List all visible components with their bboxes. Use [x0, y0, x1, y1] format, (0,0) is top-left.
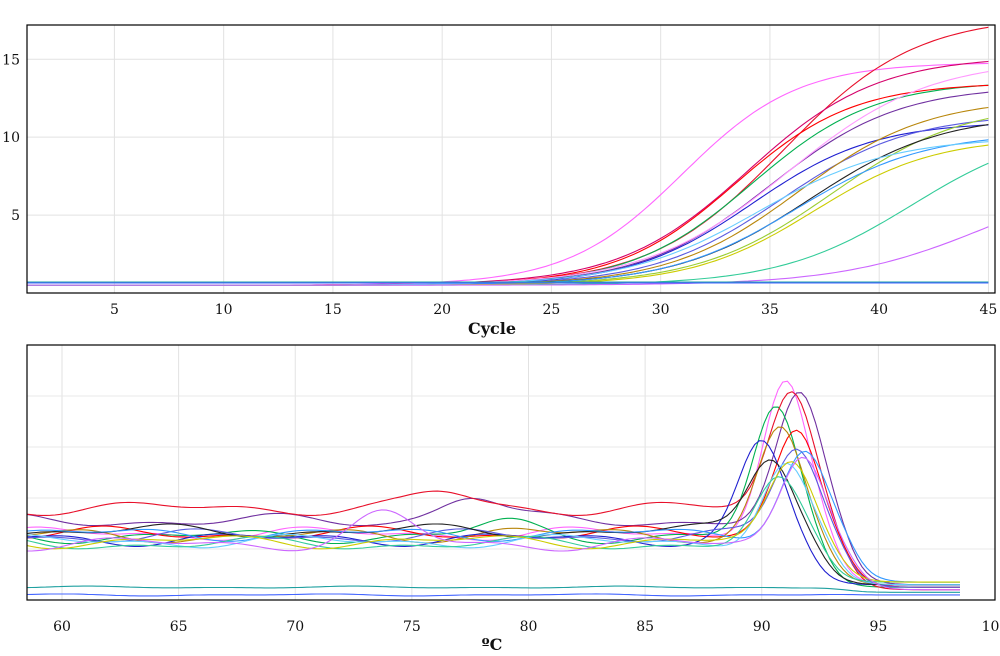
melt-series-line — [26, 392, 960, 586]
melt-plot-frame — [26, 344, 996, 601]
melt-x-tick-label: 70 — [286, 619, 304, 635]
melt-series-line — [26, 476, 960, 583]
amplification-x-tick-label: 5 — [110, 302, 119, 318]
melt-x-tick-label: 60 — [53, 619, 71, 635]
amplification-series-line — [27, 60, 989, 286]
melt-series-line — [26, 450, 960, 583]
melt-x-tick-label: 90 — [753, 619, 771, 635]
amplification-x-tick-label: 45 — [980, 302, 998, 318]
melt-series-line — [26, 461, 960, 583]
melt-x-tick-label: 75 — [403, 619, 421, 635]
melt-series-line — [26, 391, 960, 591]
melt-curve-chart: 60 65 70 75 80 85 90 95 100 ºC — [26, 344, 1000, 654]
melt-x-tick-label: 65 — [170, 619, 188, 635]
amplification-x-axis-title: Cycle — [468, 319, 516, 338]
amplification-series-line — [27, 226, 989, 286]
melt-x-ticks: 60 65 70 75 80 85 90 95 100 — [53, 619, 1000, 635]
amplification-series-line — [27, 71, 989, 286]
melt-x-tick-label: 85 — [636, 619, 654, 635]
amplification-x-tick-label: 20 — [433, 302, 451, 318]
melt-series-line — [26, 429, 960, 588]
melt-series-line — [26, 459, 960, 586]
amplification-x-tick-label: 35 — [761, 302, 779, 318]
amplification-plot-frame — [26, 24, 996, 294]
melt-x-tick-label: 80 — [520, 619, 538, 635]
amplification-chart: 5 10 15 20 25 30 35 40 45 5 10 15 Cycle — [2, 24, 997, 338]
amplification-series-line — [27, 26, 989, 286]
amplification-x-tick-label: 25 — [543, 302, 561, 318]
melt-series-line — [27, 456, 960, 591]
melt-x-axis-title: ºC — [482, 635, 503, 654]
amplification-x-tick-label: 15 — [324, 302, 342, 318]
amplification-y-tick-label: 15 — [2, 52, 20, 68]
melt-series-line — [26, 585, 960, 593]
melt-series-line — [26, 593, 960, 597]
melt-x-tick-label: 95 — [869, 619, 887, 635]
amplification-series-line — [27, 91, 989, 286]
amplification-series-line — [27, 139, 989, 286]
amplification-x-tick-label: 30 — [652, 302, 670, 318]
amplification-y-tick-label: 10 — [2, 130, 20, 146]
melt-series-line — [26, 406, 960, 588]
melt-series — [26, 380, 960, 597]
melt-series-line — [26, 426, 960, 586]
amplification-x-ticks: 5 10 15 20 25 30 35 40 45 — [110, 302, 997, 318]
melt-x-tick-label: 100 — [982, 619, 1000, 635]
amplification-x-tick-label: 10 — [215, 302, 233, 318]
melt-grid — [27, 345, 996, 600]
amplification-y-ticks: 5 10 15 — [2, 52, 20, 224]
melt-series-line — [26, 448, 960, 588]
amplification-series-line — [27, 119, 989, 286]
amplification-y-tick-label: 5 — [11, 208, 20, 224]
amplification-series-line — [27, 123, 989, 286]
amplification-grid — [27, 25, 995, 293]
amplification-series-line — [27, 117, 989, 286]
amplification-series — [27, 26, 989, 286]
amplification-series-line — [27, 141, 989, 286]
amplification-series-line — [27, 62, 989, 286]
amplification-series-line — [27, 124, 989, 286]
amplification-x-tick-label: 40 — [870, 302, 888, 318]
melt-series-line — [26, 380, 960, 586]
